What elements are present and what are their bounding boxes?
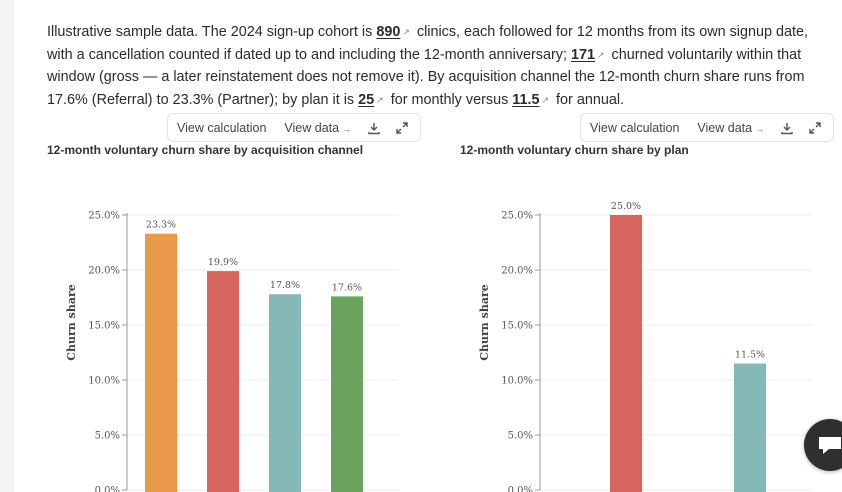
arrow-right-icon: → — [342, 123, 352, 134]
chart-toolbar-plan: View calculation View data → — [580, 113, 834, 142]
bar[interactable] — [610, 215, 642, 492]
monthly-churn-link[interactable]: 25 — [358, 91, 375, 108]
view-data-button[interactable]: View data → — [275, 121, 360, 135]
view-calculation-button[interactable]: View calculation — [590, 120, 680, 135]
expand-icon[interactable] — [801, 114, 829, 142]
annual-churn-link[interactable]: 11.5 — [512, 91, 540, 108]
bar[interactable] — [734, 363, 766, 492]
churned-count-link[interactable]: 171 — [571, 46, 596, 63]
y-tick-label: 25.0% — [88, 211, 120, 222]
y-tick-label: 5.0% — [95, 431, 120, 442]
bar[interactable] — [331, 296, 363, 492]
expand-icon[interactable] — [388, 114, 416, 142]
external-link-icon: ↗ — [376, 94, 384, 105]
bar-value-label: 11.5% — [735, 350, 765, 361]
chat-button[interactable] — [804, 419, 842, 471]
bar-value-label: 17.8% — [270, 280, 300, 291]
view-data-button[interactable]: View data → — [688, 121, 773, 135]
external-link-icon: ↗ — [541, 94, 550, 105]
intro-text-1: Illustrative sample data. The 2024 sign-… — [47, 24, 377, 41]
y-tick-label: 5.0% — [508, 431, 533, 442]
bar-value-label: 23.3% — [146, 220, 176, 231]
chart-toolbar-channel: View calculation View data → — [167, 113, 421, 142]
y-tick-label: 15.0% — [88, 321, 120, 332]
view-calculation-button[interactable]: View calculation — [177, 120, 267, 135]
download-icon[interactable] — [773, 114, 801, 142]
y-tick-label: 15.0% — [501, 321, 533, 332]
intro-text-4: for monthly versus — [386, 91, 513, 108]
chat-bubble-icon — [819, 437, 841, 454]
y-tick-label: 0.0% — [508, 486, 533, 492]
y-axis-label: Churn share — [65, 284, 78, 360]
external-link-icon: ↗ — [597, 49, 605, 60]
view-data-label: View data — [697, 120, 753, 135]
y-axis-label: Churn share — [478, 284, 491, 360]
bar-value-label: 25.0% — [611, 201, 641, 212]
bar[interactable] — [269, 294, 301, 492]
intro-text-2: clinics, each followed for 12 months fro… — [47, 24, 809, 63]
y-tick-label: 25.0% — [501, 211, 533, 222]
y-tick-label: 20.0% — [501, 266, 533, 277]
y-tick-label: 10.0% — [501, 376, 533, 387]
intro-text-3: churned voluntarily within that window (… — [47, 46, 805, 108]
external-link-icon: ↗ — [402, 27, 410, 38]
download-icon[interactable] — [360, 114, 388, 142]
intro-paragraph: Illustrative sample data. The 2024 sign-… — [47, 21, 817, 111]
y-tick-label: 10.0% — [88, 376, 120, 387]
bar-value-label: 17.6% — [332, 282, 362, 293]
channel-churn-chart: 0.0% 5.0% 10.0% 15.0% 20.0% 25.0% Churn share 2… — [65, 211, 399, 492]
y-tick-label: 20.0% — [88, 266, 120, 277]
intro-text-5: for annual. — [552, 91, 625, 108]
content-panel: Illustrative sample data. The 2024 sign-… — [14, 0, 842, 492]
chart-title-channel: 12-month voluntary churn share by acquis… — [47, 143, 364, 157]
bar[interactable] — [145, 233, 177, 492]
y-tick-label: 0.0% — [95, 486, 120, 492]
chart-title-plan: 12-month voluntary churn share by plan — [460, 143, 689, 157]
view-data-label: View data — [284, 120, 340, 135]
bar[interactable] — [207, 271, 239, 492]
arrow-right-icon: → — [755, 123, 765, 134]
cohort-size-link[interactable]: 890 — [376, 24, 401, 41]
plan-churn-chart: 0.0% 5.0% 10.0% 15.0% 20.0% 25.0% Churn share 2… — [478, 201, 812, 492]
bar-value-label: 19.9% — [208, 257, 238, 268]
